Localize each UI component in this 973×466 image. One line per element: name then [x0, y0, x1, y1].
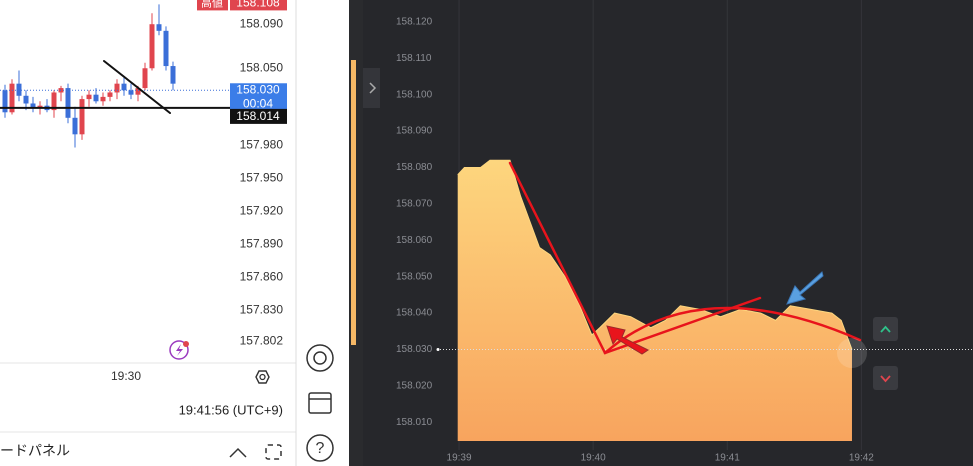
y-tick-label: 158.100 [396, 89, 433, 100]
expand-button[interactable] [265, 444, 282, 460]
y-tick-label: 158.110 [396, 53, 432, 64]
current-price-dot [436, 348, 440, 351]
current-point-halo [837, 338, 867, 368]
y-tick-label: 157.980 [240, 137, 284, 151]
candle-body [100, 96, 106, 102]
settings-icon [259, 373, 266, 381]
high-badge [197, 0, 228, 11]
high-label: 158.108 [236, 0, 280, 10]
candle-body [128, 90, 134, 95]
y-tick-label: 158.090 [396, 126, 433, 137]
y-tick-label: 158.040 [396, 308, 433, 319]
candle-body [72, 117, 78, 135]
candle-body [9, 83, 15, 113]
candle-body [121, 83, 127, 91]
badge [183, 341, 189, 347]
area-chart: 19:39 19:40 19:41 19:42 158.120 158.110 158.10… [396, 0, 973, 464]
y-tick-label: 157.920 [240, 204, 284, 218]
x-tick-label: 19:39 [447, 453, 472, 464]
y-tick-label: 158.080 [396, 162, 433, 173]
y-tick-label: 157.860 [240, 270, 284, 284]
help-button: ? [316, 440, 325, 457]
candle-body [107, 92, 113, 97]
sidebar-toggle [369, 82, 377, 94]
line-price-box [230, 108, 287, 124]
price-label: 158.030 [236, 82, 280, 96]
candle-body [156, 24, 162, 31]
left-panel [0, 0, 296, 466]
price-box [230, 83, 287, 113]
help-button[interactable] [306, 434, 334, 462]
y-tick-label: 157.950 [240, 171, 284, 185]
x-tick-label: 19:41 [715, 453, 740, 464]
candle-body [23, 95, 29, 104]
clock: 19:41:56 (UTC+9) [179, 402, 283, 417]
area [457, 160, 852, 441]
candle-body [149, 24, 155, 69]
x-tick-label: 19:42 [849, 453, 874, 464]
candle-body [37, 105, 43, 108]
lightning-icon [176, 344, 183, 356]
panel-label: ードパネル [0, 443, 70, 459]
candles [2, 4, 176, 148]
collapse-button[interactable] [229, 447, 247, 458]
sentiment-button [313, 351, 327, 365]
settings-icon[interactable] [255, 370, 270, 384]
candle-body [51, 92, 57, 111]
up-button [880, 325, 891, 333]
down-button[interactable] [873, 366, 898, 390]
line-price-label: 158.014 [236, 109, 280, 123]
candle-body [58, 88, 64, 93]
down-button [880, 375, 891, 383]
candle-body [16, 83, 22, 96]
y-tick-label: 158.010 [396, 417, 433, 428]
countdown: 00:04 [243, 96, 273, 110]
sidebar-toggle[interactable] [363, 68, 380, 108]
side-strip-preview [351, 60, 356, 345]
x-tick-label: 19:40 [581, 453, 606, 464]
candle-body [30, 103, 36, 108]
y-tick-label: 158.060 [396, 235, 433, 246]
y-tick-label: 157.890 [240, 237, 284, 251]
candle-body [142, 68, 148, 89]
y-tick-label: 158.030 [396, 344, 433, 355]
candle-chart: 158.090 158.050 157.980 157.950 157.920 157.8… [0, 0, 287, 347]
x-tick-label: 19:30 [111, 369, 141, 383]
candle-body [93, 94, 99, 102]
high-name: 高値 [201, 0, 223, 9]
candle-body [135, 88, 141, 95]
y-tick-label: 157.830 [240, 303, 284, 317]
candle-body [114, 83, 120, 93]
annotation [103, 60, 862, 355]
sentiment-button[interactable] [306, 344, 334, 372]
candle-body [79, 99, 85, 135]
up-button[interactable] [873, 317, 898, 341]
candle-body [86, 94, 92, 100]
candle-body [2, 90, 8, 113]
y-tick-label: 157.802 [240, 333, 284, 347]
y-tick-label: 158.090 [240, 16, 284, 30]
calendar-button[interactable] [308, 392, 332, 414]
high-box [230, 0, 287, 11]
candle-body [65, 88, 71, 118]
y-tick-label: 158.020 [396, 381, 433, 392]
lightning-icon[interactable] [169, 340, 189, 360]
candle-body [163, 30, 169, 67]
y-tick-label: 158.120 [396, 16, 433, 27]
y-tick-label: 158.050 [240, 60, 284, 74]
y-tick-label: 158.070 [396, 199, 433, 210]
y-tick-label: 158.050 [396, 271, 433, 282]
candle-body [170, 66, 176, 84]
